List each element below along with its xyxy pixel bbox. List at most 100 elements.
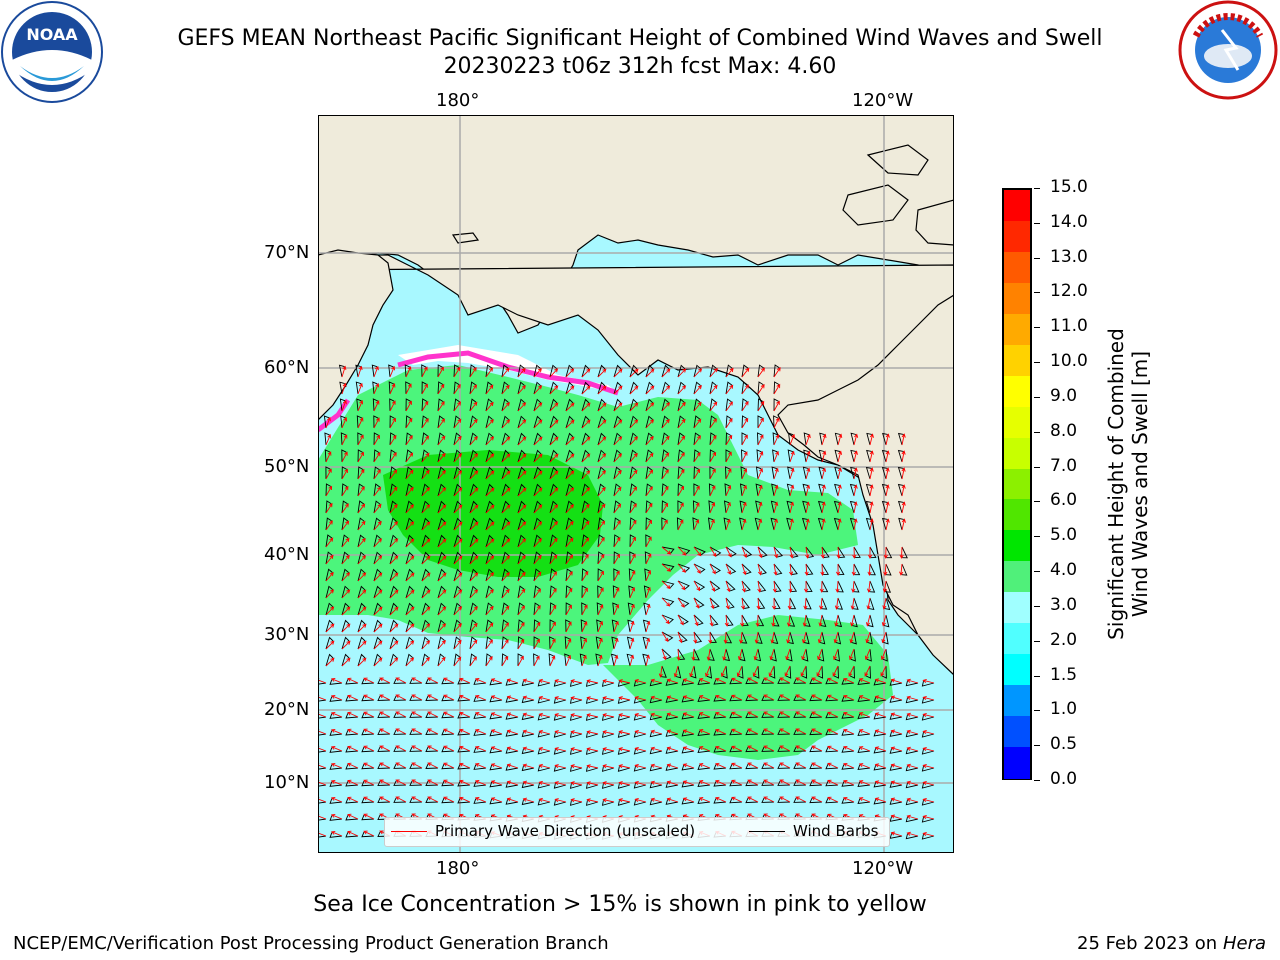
wind-barb <box>661 665 667 678</box>
wave-direction-arrow <box>325 416 331 429</box>
wind-barb <box>788 631 794 645</box>
wave-direction-arrow <box>747 796 759 803</box>
wave-direction-arrow <box>341 468 348 480</box>
wind-barb <box>645 517 651 531</box>
wave-direction-arrow <box>357 434 364 446</box>
colorbar-tick <box>1034 466 1040 468</box>
wave-direction-arrow <box>485 572 495 582</box>
wave-direction-arrow <box>581 503 590 514</box>
wave-direction-arrow <box>357 589 367 599</box>
wave-direction-arrow <box>795 779 807 786</box>
wave-direction-arrow <box>820 546 825 559</box>
wind-barb <box>825 696 839 702</box>
wind-barb <box>785 665 792 679</box>
wave-direction-arrow <box>522 678 535 684</box>
wind-barb <box>613 415 622 429</box>
wind-barb <box>517 551 525 565</box>
wind-barb <box>485 619 493 633</box>
wind-barb <box>389 500 397 514</box>
wave-direction-arrow <box>629 654 635 667</box>
wind-barb <box>569 715 583 721</box>
wind-barb <box>645 432 653 446</box>
wind-barb <box>549 483 558 497</box>
wave-direction-arrow <box>682 695 695 701</box>
wave-direction-arrow <box>597 537 605 548</box>
wind-barb <box>617 715 631 721</box>
wind-barb <box>441 780 455 787</box>
wave-direction-arrow <box>554 798 567 803</box>
wave-direction-arrow <box>789 433 795 446</box>
wind-barb <box>345 730 359 736</box>
wave-direction-arrow <box>443 677 455 684</box>
wave-direction-arrow <box>379 711 391 718</box>
wind-barb <box>361 729 375 736</box>
wave-direction-arrow <box>597 654 603 667</box>
wind-barb <box>857 696 871 703</box>
wind-barb <box>501 568 509 582</box>
wave-direction-arrow <box>325 554 334 565</box>
wind-barb <box>709 415 716 429</box>
wave-direction-arrow <box>411 779 423 786</box>
wind-barb <box>761 763 775 769</box>
colorbar-tick <box>1034 431 1040 433</box>
wind-barb <box>601 681 615 687</box>
wave-direction-arrow <box>661 614 670 625</box>
wave-direction-arrow <box>549 470 559 480</box>
wind-barb <box>325 551 333 565</box>
wind-barb <box>729 730 743 736</box>
wave-direction-arrow <box>629 536 636 548</box>
wave-direction-arrow <box>453 435 462 446</box>
wave-direction-arrow <box>538 746 551 752</box>
wave-direction-arrow <box>405 589 415 599</box>
wave-direction-arrow <box>330 728 343 735</box>
wave-direction-arrow <box>373 451 381 463</box>
wind-barb <box>373 517 381 531</box>
wind-barb <box>681 730 695 737</box>
wave-direction-arrow <box>405 486 414 497</box>
wind-barb <box>633 800 647 806</box>
wind-barb <box>549 398 558 412</box>
wave-direction-arrow <box>709 614 714 627</box>
wind-barb <box>373 500 381 514</box>
wave-direction-arrow <box>549 504 559 514</box>
wave-direction-arrow <box>906 712 919 718</box>
wave-direction-arrow <box>805 467 811 480</box>
colorbar-segment <box>1004 468 1030 501</box>
wave-direction-arrow <box>869 450 874 463</box>
wind-barb <box>905 782 919 789</box>
wind-barb <box>469 619 477 633</box>
colorbar-tick-label: 4.0 <box>1050 560 1078 581</box>
wave-direction-arrow <box>469 418 478 429</box>
wave-direction-arrow <box>677 368 687 378</box>
wind-barb <box>489 798 503 805</box>
wind-barb <box>629 517 636 531</box>
wave-direction-legend-label: Primary Wave Direction (unscaled) <box>435 822 696 840</box>
wind-barb <box>373 466 380 480</box>
wave-direction-arrow <box>645 368 655 378</box>
wind-barb <box>709 364 717 378</box>
wave-direction-arrow <box>801 631 807 644</box>
wave-direction-arrow <box>724 614 729 627</box>
wind-barb <box>709 546 722 557</box>
wave-direction-arrow <box>474 780 487 786</box>
wind-barb <box>805 614 811 627</box>
wave-direction-arrow <box>881 614 887 627</box>
wind-barb <box>771 466 778 480</box>
wind-barb <box>837 580 844 593</box>
wave-direction-arrow <box>731 694 743 701</box>
colorbar-segment <box>1004 623 1030 656</box>
wind-barb <box>818 648 825 662</box>
wind-barb <box>597 381 606 395</box>
land-arctic-islands <box>451 144 954 246</box>
wave-direction-arrow <box>885 484 890 497</box>
wind-barb <box>613 432 622 446</box>
wave-direction-arrow <box>645 553 652 565</box>
wave-direction-arrow <box>357 451 364 463</box>
wind-barb <box>709 398 717 412</box>
wave-direction-arrow <box>533 621 541 633</box>
wave-direction-arrow <box>741 563 747 576</box>
wind-barb <box>389 551 398 565</box>
wave-direction-arrow <box>757 451 764 463</box>
wind-barb <box>409 797 423 803</box>
wave-direction-arrow <box>549 368 559 378</box>
